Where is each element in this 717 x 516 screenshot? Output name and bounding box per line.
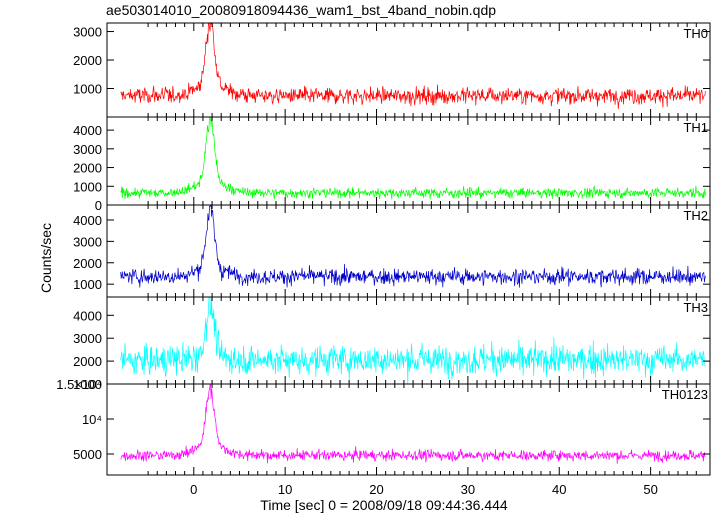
x-tick-label: 10 bbox=[278, 482, 292, 497]
series-th1 bbox=[120, 116, 706, 200]
series-th3 bbox=[120, 296, 706, 384]
panel-label-th1: TH1 bbox=[683, 120, 708, 135]
x-tick-label: 20 bbox=[369, 482, 383, 497]
x-tick-label: 30 bbox=[461, 482, 475, 497]
y-tick-label: 3000 bbox=[73, 25, 102, 40]
y-tick-label: 1000 bbox=[73, 377, 102, 392]
y-tick-label: 1.5×10⁴ bbox=[56, 377, 102, 392]
panel-label-th2: TH2 bbox=[683, 208, 708, 223]
y-tick-label: 0 bbox=[95, 198, 102, 213]
panel-label-th0: TH0 bbox=[683, 26, 708, 41]
y-tick-label: 2000 bbox=[73, 161, 102, 176]
panel-label-th0123: TH0123 bbox=[662, 387, 708, 402]
y-tick-label: 2000 bbox=[73, 256, 102, 271]
y-tick-label: 10⁴ bbox=[82, 412, 102, 427]
x-axis-label: Time [sec] 0 = 2008/09/18 09:44:36.444 bbox=[260, 497, 508, 513]
y-tick-label: 2000 bbox=[73, 53, 102, 68]
panel-label-th3: TH3 bbox=[683, 300, 708, 315]
y-tick-label: 1000 bbox=[73, 179, 102, 194]
x-tick-label: 40 bbox=[552, 482, 566, 497]
series-th0 bbox=[120, 21, 706, 110]
y-tick-label: 3000 bbox=[73, 331, 102, 346]
y-tick-label: 4000 bbox=[73, 123, 102, 138]
y-tick-label: 1000 bbox=[73, 277, 102, 292]
series-th2 bbox=[120, 204, 706, 288]
x-tick-label: 0 bbox=[190, 482, 197, 497]
y-tick-label: 5000 bbox=[73, 447, 102, 462]
x-tick-label: 50 bbox=[643, 482, 657, 497]
y-tick-label: 3000 bbox=[73, 142, 102, 157]
y-tick-label: 3000 bbox=[73, 234, 102, 249]
y-tick-label: 4000 bbox=[73, 308, 102, 323]
y-tick-label: 4000 bbox=[73, 213, 102, 228]
y-tick-label: 2000 bbox=[73, 354, 102, 369]
panel-frame-th0123 bbox=[106, 383, 711, 476]
series-th0123 bbox=[120, 384, 706, 464]
y-tick-label: 1000 bbox=[73, 82, 102, 97]
chart-title: ae503014010_20080918094436_wam1_bst_4ban… bbox=[106, 2, 497, 18]
panel-frame-th0 bbox=[106, 22, 711, 118]
